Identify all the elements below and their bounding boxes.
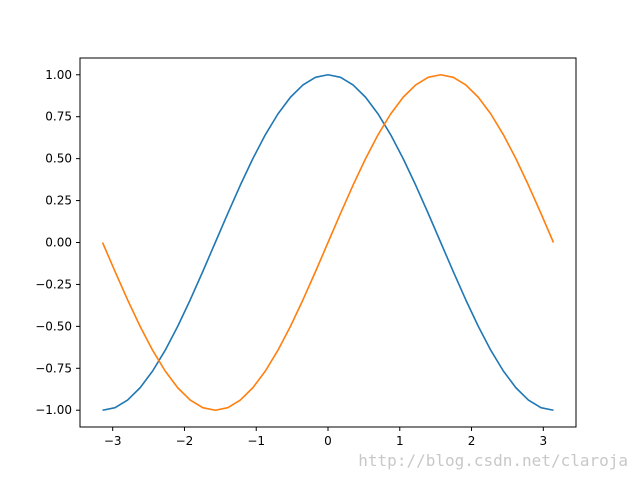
x-axis-ticks: −3 −2 −1 0 1 2 3 [104,427,547,448]
y-tick-label: −0.75 [35,361,72,375]
y-tick-label: 0.50 [45,152,72,166]
x-tick-label: −1 [247,434,265,448]
x-tick-label: 0 [324,434,332,448]
y-tick-label: 1.00 [45,68,72,82]
y-tick-label: 0.00 [45,236,72,250]
y-tick-label: 0.25 [45,194,72,208]
series-layer [101,73,555,412]
x-tick-label: −2 [176,434,194,448]
watermark-text: http://blog.csdn.net/claroja [358,451,628,470]
y-tick-label: −0.50 [35,319,72,333]
x-tick-label: 1 [396,434,404,448]
y-tick-label: 0.75 [45,110,72,124]
x-tick-label: 2 [468,434,476,448]
x-tick-label: −3 [104,434,122,448]
series-line-2 [101,73,555,412]
x-tick-label: 3 [539,434,547,448]
y-tick-label: −0.25 [35,277,72,291]
series-line-1 [102,73,554,412]
y-tick-label: −1.00 [35,403,72,417]
y-axis-ticks: 1.00 0.75 0.50 0.25 0.00 −0.25 −0.50 −0.75 −1.00 [35,68,80,417]
